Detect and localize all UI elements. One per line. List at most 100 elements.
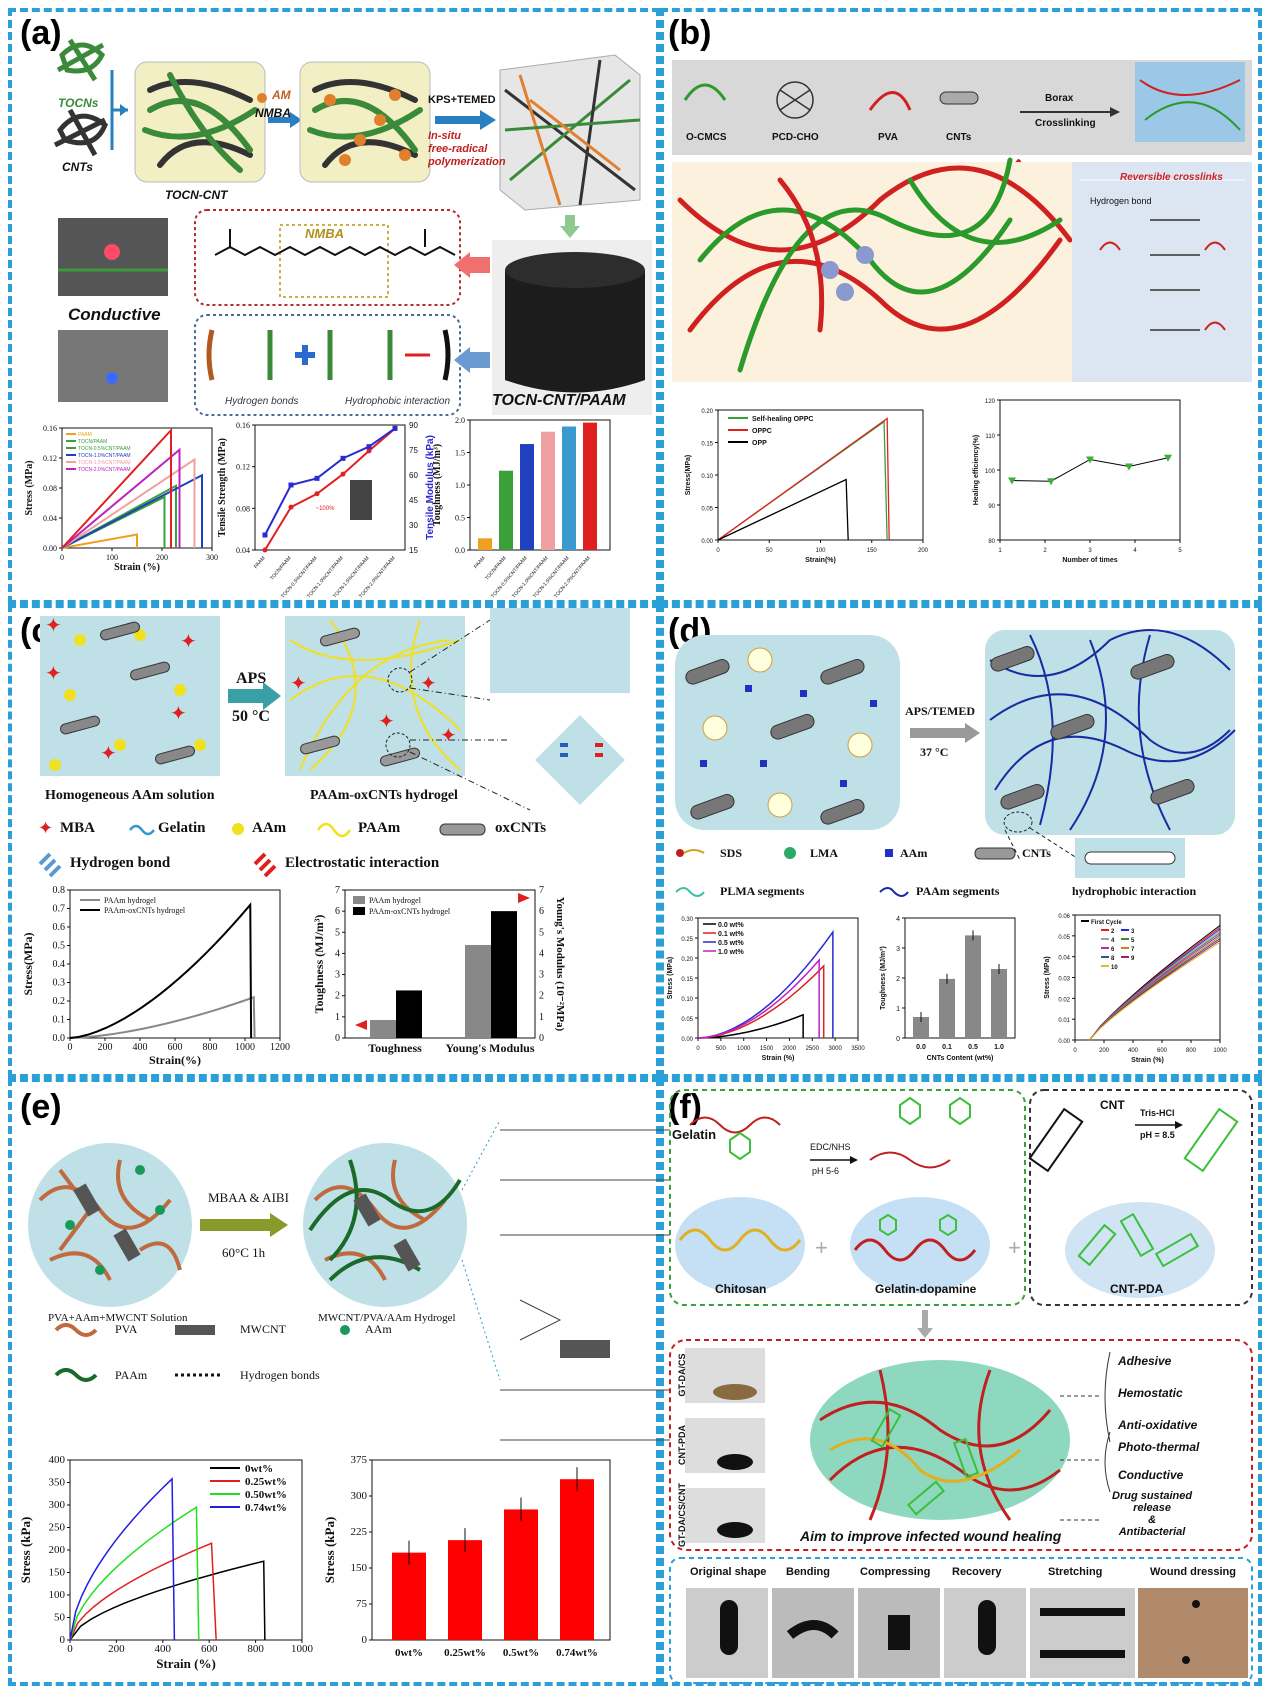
panel-a-diagram [53, 38, 652, 416]
chart-e2-ylabel: Stress (kPa) [322, 1517, 337, 1584]
chart-c1-ytick-label: 0.7 [53, 904, 66, 915]
cntpda-label: CNT-PDA [1110, 1282, 1164, 1296]
nmba-box-label: NMBA [305, 226, 344, 241]
chart-c1-series-0 [69, 995, 256, 1039]
chart-a1-series-4 [61, 457, 196, 549]
chart-b2-xlabel: Number of times [1062, 557, 1117, 564]
ph1-label: pH 5-6 [812, 1166, 840, 1176]
chart-d3-legend-label: 4 [1111, 938, 1115, 944]
chart-b1-xtick-label: 150 [867, 548, 878, 554]
chart-a2-strength-line [264, 427, 396, 551]
chart-c1-xlabel: Strain(%) [149, 1053, 201, 1067]
chart-a2-modulus-line [264, 427, 396, 536]
chart-a1-ytick-label: 0.08 [43, 484, 57, 493]
chart-d1-ytick-label: 0.05 [681, 1017, 693, 1023]
panel-e-diagram [28, 1119, 670, 1441]
nmba-label: NMBA [255, 106, 291, 120]
legend-paam-e: PAAm [115, 1368, 148, 1382]
chart-c2-ytick-right-label: 0 [539, 1033, 544, 1044]
chart-c2-legend-label: PAAm hydrogel [369, 896, 422, 905]
chart-a2-strength-point [262, 547, 268, 553]
chart-b2-point [1125, 463, 1133, 471]
chart-d: 0.000.050.100.150.200.250.300 500 1000 1500… [667, 914, 1227, 1064]
legend-electro: Electrostatic interaction [285, 855, 440, 871]
reversible-label: Reversible crosslinks [1120, 172, 1223, 183]
chart-c1-ytick-label: 0.1 [53, 1015, 66, 1026]
chart-b2-ylabel: Healing efficiency(%) [973, 435, 980, 505]
chart-c2-ytick-label: 5 [335, 927, 340, 938]
chart-e1-legend-label: 0wt% [245, 1463, 273, 1475]
chart-a2-modulus-point [288, 482, 294, 488]
legend-sds: SDS [720, 846, 743, 860]
chart-d2-xlabel: CNTs Content (wt%) [927, 1055, 994, 1062]
chart-d3-xtick-label: 0 [1073, 1048, 1077, 1054]
chart-e2-ytick-label: 150 [351, 1562, 368, 1574]
chart-a2-ylabel-right: Tensile Modulus (kPa) [425, 435, 436, 540]
chart-b2-xtick-label: 5 [1178, 548, 1182, 554]
chart-d3-ytick-label: 0.03 [1058, 977, 1070, 983]
chart-a1-legend-label: TOCN-1.0%CNT/PAAM [78, 453, 131, 459]
chart-d3-ytick-label: 0.02 [1058, 997, 1070, 1003]
temp-label-d: 37 °C [920, 745, 949, 759]
chart-a2-modulus-point [262, 532, 268, 538]
svg-text:✦: ✦ [440, 725, 457, 747]
chart-d1-xlabel: Strain (%) [762, 1055, 795, 1062]
chart-d3-ytick-label: 0.04 [1058, 956, 1070, 962]
chart-a2-strength-point [288, 504, 294, 510]
chart-e1-legend-label: 0.25wt% [245, 1476, 287, 1488]
chart-a3-bar [478, 538, 492, 550]
panel-a: TOCNs CNTs TOCN-CNT AM NMBA KPS+TEMED In… [0, 0, 660, 604]
chart-c2-bar [370, 1020, 396, 1038]
hbond-label-b: Hydrogen bond [1090, 196, 1152, 206]
aps-label-d: APS/TEMED [905, 704, 976, 718]
chart-c2-ytick-right-label: 5 [539, 927, 544, 938]
gelatin-label: Gelatin [672, 1127, 717, 1142]
chart-b1-ytick-label: 0.05 [701, 507, 713, 513]
legend-hbond-c: Hydrogen bond [70, 855, 171, 871]
chart-d2-xtick-label: 1.0 [994, 1044, 1004, 1051]
chart-d1-legend-label: 0.1 wt% [718, 931, 744, 938]
chart-c2-ylabel-right: Young's Modulus (10⁻²MPa) [554, 897, 566, 1032]
chart-a1-ytick-label: 0.12 [43, 454, 57, 463]
hbonds-label: Hydrogen bonds [225, 396, 299, 407]
chart-b1-legend-label: Self-healing OPPC [752, 416, 813, 423]
chart-d2-bar [913, 1017, 929, 1038]
ocmcs-label: O-CMCS [686, 132, 727, 143]
chart-a3-ylabel: Toughness (MJ/m³) [432, 444, 443, 526]
chart-a1-ytick-label: 0.16 [43, 424, 57, 433]
side-label-3: GT-DA/CS/CNT [677, 1483, 687, 1547]
chart-d1-ytick-label: 0.25 [681, 937, 693, 943]
legend-gelatin: Gelatin [158, 820, 206, 836]
panel-label-b: (b) [668, 14, 712, 52]
chart-d3-legend-label: 8 [1111, 956, 1115, 962]
chart-d2-ytick-label: 1 [896, 1006, 900, 1013]
chart-b2-point [1008, 477, 1016, 485]
chart-d1-legend-label: 0.5 wt% [718, 940, 744, 947]
chart-c2-ytick-label: 4 [335, 948, 340, 959]
network-cube [499, 54, 641, 211]
chart-d2-bar [991, 969, 1007, 1038]
chart-b2-ytick-label: 100 [985, 469, 996, 475]
chart-a2-inset-photo [350, 480, 372, 520]
chart-a1-legend-label: TOCN/PAAM [78, 439, 107, 445]
chart-d3-legend-label: 3 [1131, 929, 1135, 935]
chart-c2-ytick-label: 2 [335, 991, 340, 1002]
pcdcho-label: PCD-CHO [772, 132, 819, 143]
chart-a1-xtick-label: 200 [156, 553, 168, 562]
chart-d2-bar [965, 935, 981, 1038]
hydrophobic-label: Hydrophobic interaction [345, 396, 451, 407]
chart-d3-xlabel: Strain (%) [1131, 1057, 1164, 1064]
chart-d1-ytick-label: 0.20 [681, 957, 693, 963]
chart-e1-legend-label: 0.50wt% [245, 1489, 287, 1501]
chart-a1-xlabel: Strain (%) [114, 562, 160, 573]
chart-c1-xtick-label: 1200 [270, 1042, 290, 1053]
svg-text:✦: ✦ [180, 631, 197, 653]
chart-d1-ylabel: Stress (MPa) [667, 957, 674, 999]
chart-e2-bar [504, 1509, 538, 1640]
kps-label: KPS+TEMED [428, 94, 496, 106]
chart-d2-ylabel: Toughness (MJ/m³) [880, 946, 887, 1010]
chart-d3-legend-label: 2 [1111, 929, 1115, 935]
chart-d3-series-9 [1089, 941, 1221, 1041]
chart-e2-bar [560, 1479, 594, 1640]
chart-c2-legend-label: PAAm-oxCNTs hydrogel [369, 907, 451, 916]
